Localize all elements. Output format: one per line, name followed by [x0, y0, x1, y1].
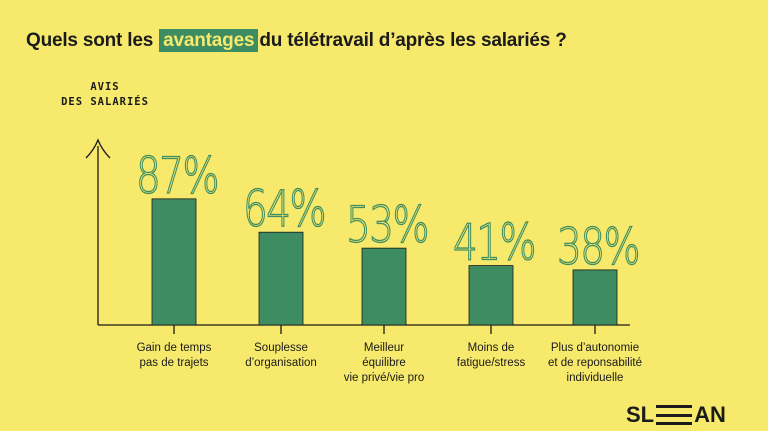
category-label-line: d’organisation: [245, 357, 317, 369]
category-label-line: et de reponsabilité: [548, 357, 642, 369]
value-label-2: 64%: [243, 179, 325, 238]
title-highlight: avantages: [159, 29, 259, 52]
category-label-line: Gain de temps: [137, 342, 212, 354]
title-before: Quels sont les: [26, 30, 154, 51]
logo-text-left: SL: [626, 402, 655, 427]
chart-title: Quels sont les avantages du télétravail d…: [26, 29, 567, 52]
chart-category-labels: Gain de temps pas de trajets Souplesse d’or…: [137, 342, 642, 384]
category-label-line: vie privé/vie pro: [344, 372, 425, 384]
category-label-line: Plus d’autonomie: [551, 342, 639, 354]
chart-bars: [151, 198, 618, 326]
category-label-4: Moins de fatigue/stress: [457, 342, 526, 369]
category-label-line: pas de trajets: [139, 357, 208, 369]
bar-4: [468, 265, 514, 326]
y-axis-title-line-1: AVIS: [90, 81, 120, 93]
bar-2: [258, 231, 304, 326]
category-label-line: individuelle: [567, 372, 624, 384]
value-label-1: 87%: [136, 146, 218, 205]
category-label-5: Plus d’autonomie et de reponsabilité indiv…: [548, 342, 642, 384]
category-label-3: Meilleur équilibre vie privé/vie pro: [344, 342, 425, 384]
chart-ticks: [173, 325, 596, 334]
value-label-5: 38%: [557, 217, 639, 276]
y-axis-arrow-icon: [85, 138, 111, 159]
logo-text-right: AN: [694, 402, 726, 427]
category-label-line: Meilleur: [364, 342, 404, 354]
category-label-line: Moins de: [468, 342, 515, 354]
y-axis-title: AVIS DES SALARIÉS: [50, 80, 160, 110]
logo-bars-icon: [656, 405, 693, 425]
bar-3: [361, 247, 407, 326]
category-label-line: Souplesse: [254, 342, 308, 354]
bar-1: [151, 198, 197, 326]
brand-logo: SL AN: [626, 402, 726, 428]
category-label-1: Gain de temps pas de trajets: [137, 342, 212, 369]
bar-5: [572, 269, 618, 326]
category-label-2: Souplesse d’organisation: [245, 342, 317, 369]
value-label-4: 41%: [453, 213, 535, 272]
value-label-3: 53%: [346, 195, 428, 254]
category-label-line: équilibre: [362, 357, 405, 369]
chart-value-labels: 87% 64% 53% 41% 38%: [135, 145, 641, 276]
category-label-line: fatigue/stress: [457, 357, 526, 369]
title-after: du télétravail d’après les salariés ?: [259, 30, 567, 51]
y-axis-title-line-2: DES SALARIÉS: [61, 96, 149, 108]
